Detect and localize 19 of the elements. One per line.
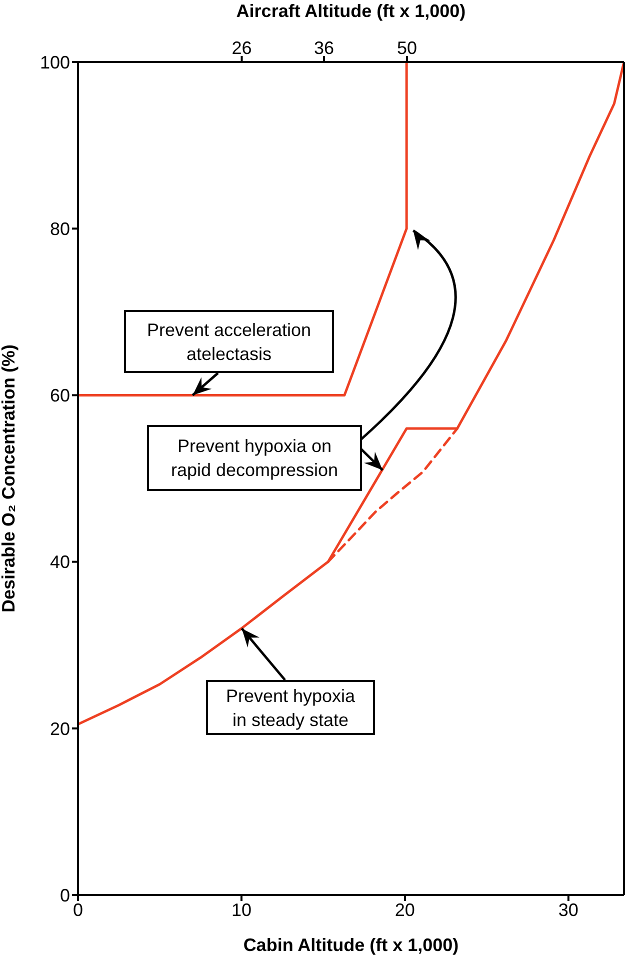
y-tick-label: 0 [60, 885, 70, 906]
annotation: Prevent acceleration atelectasis [124, 310, 334, 373]
annotation: Prevent hypoxia on rapid decompression [147, 425, 362, 491]
x-axis-title: Cabin Altitude (ft x 1,000) [243, 935, 459, 955]
x2-axis-title: Aircraft Altitude (ft x 1,000) [236, 0, 466, 21]
y-tick-label: 60 [50, 386, 70, 406]
y-tick-label: 40 [50, 552, 70, 572]
x2-tick-label: 36 [314, 38, 334, 58]
x-tick-label: 0 [72, 900, 84, 920]
y-tick-label: 20 [50, 718, 70, 739]
x-tick-label: 20 [394, 900, 415, 920]
x-tick-label: 30 [558, 900, 578, 920]
y-tick-label: 80 [50, 218, 70, 239]
x-tick-label: 10 [231, 900, 252, 920]
x2-tick-label: 50 [396, 38, 418, 58]
y-tick-label: 100 [40, 52, 70, 72]
annotation: Prevent hypoxia in steady state [206, 680, 375, 735]
y-axis-title: Desirable O₂ Concentration (%) [0, 344, 18, 613]
x2-tick-label: 26 [232, 38, 252, 58]
